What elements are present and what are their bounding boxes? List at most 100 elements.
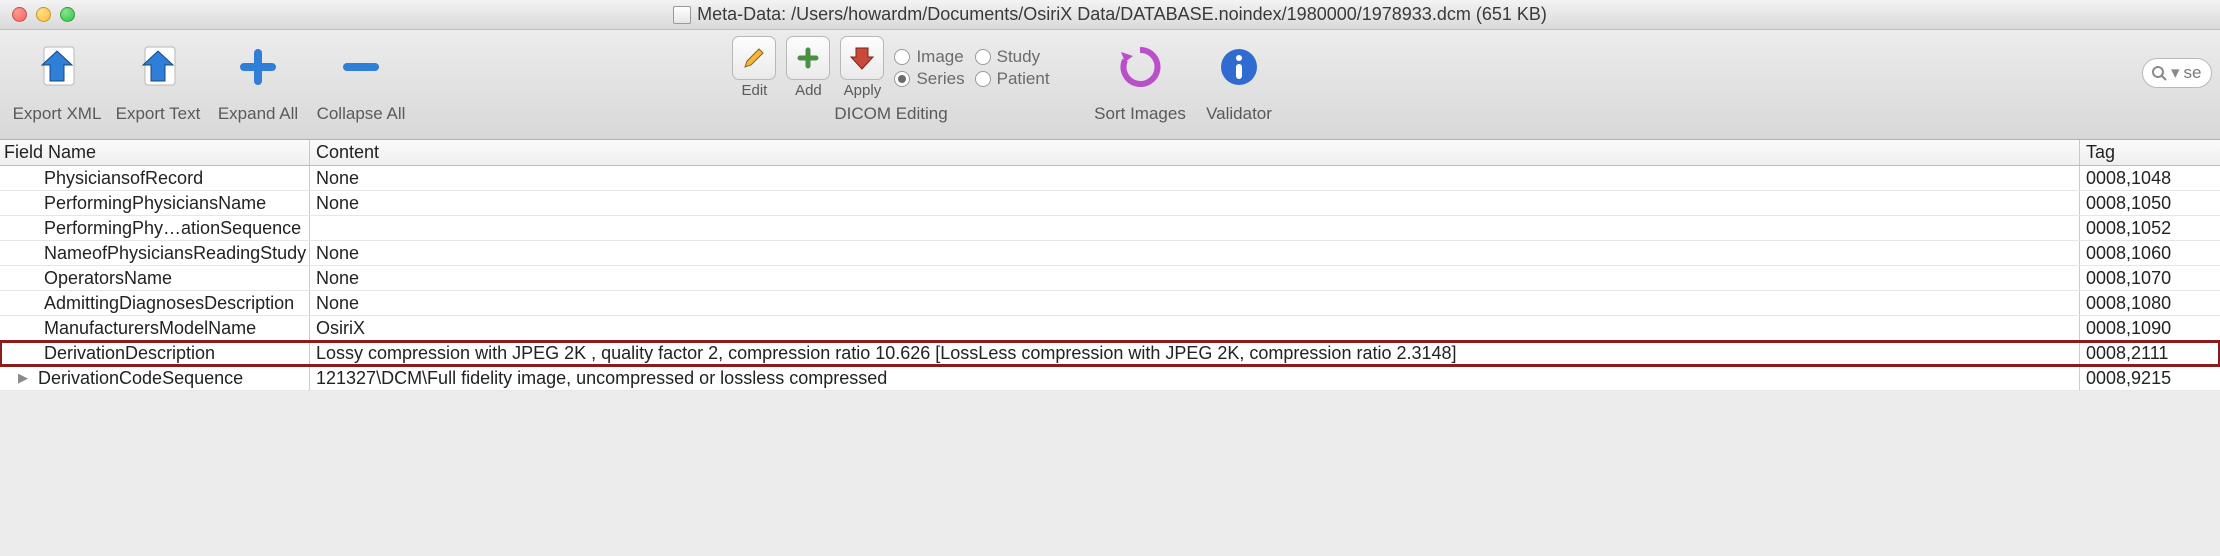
table-row[interactable]: NameofPhysiciansReadingStudyNone0008,106… [0,241,2220,266]
cell-tag: 0008,1060 [2080,241,2220,265]
cell-content: Lossy compression with JPEG 2K , quality… [310,341,2080,365]
fieldname-text: ManufacturersModelName [44,318,256,339]
table-row[interactable]: OperatorsName None0008,1070 [0,266,2220,291]
table-row[interactable]: ManufacturersModelNameOsiriX0008,1090 [0,316,2220,341]
scope-image-radio[interactable]: Image [894,47,964,67]
column-header-fieldname[interactable]: Field Name [0,140,310,165]
export-text-button[interactable] [127,39,189,95]
cell-fieldname: PerformingPhy…ationSequence [0,216,310,240]
validator-label: Validator [1206,104,1272,124]
table-row[interactable]: ▶ DerivationCodeSequence 121327\DCM\Full f… [0,366,2220,391]
table-body: PhysiciansofRecordNone0008,1048Performin… [0,166,2220,391]
dicom-apply-button[interactable] [840,36,884,80]
minimize-window-button[interactable] [36,7,51,22]
toolbar: Export XML Export Text Expand All [0,30,2220,140]
cell-tag: 0008,2111 [2080,341,2220,365]
titlebar: Meta-Data: /Users/howardm/Documents/Osir… [0,0,2220,30]
radio-icon [975,49,991,65]
dicom-editing-group-label: DICOM Editing [706,104,1076,124]
fieldname-text: NameofPhysiciansReadingStudy [44,243,306,264]
disclosure-triangle-icon[interactable]: ▶ [18,370,28,386]
table-row[interactable]: PerformingPhysiciansNameNone0008,1050 [0,191,2220,216]
sort-images-button[interactable] [1109,39,1171,95]
fieldname-text: OperatorsName [44,268,172,289]
dicom-add-label: Add [795,82,822,99]
fieldname-text: PerformingPhysiciansName [44,193,266,214]
dicom-edit-button[interactable] [732,36,776,80]
fieldname-text: AdmittingDiagnosesDescription [44,293,294,314]
cell-content: None [310,266,2080,290]
collapse-all-label: Collapse All [317,104,406,124]
scope-radio-col-2: Study Patient [975,45,1050,89]
scope-patient-label: Patient [997,69,1050,89]
cell-fieldname: NameofPhysiciansReadingStudy [0,241,310,265]
cell-fieldname: ManufacturersModelName [0,316,310,340]
scope-radio-col-1: Image Series [894,45,964,89]
zoom-window-button[interactable] [60,7,75,22]
document-icon [673,6,691,24]
table-row[interactable]: AdmittingDiagnosesDescriptionNone0008,10… [0,291,2220,316]
traffic-lights [0,7,75,22]
pencil-icon [741,45,767,71]
cell-fieldname: PerformingPhysiciansName [0,191,310,215]
search-input[interactable]: ▾ se [2142,58,2212,88]
cell-content: None [310,166,2080,190]
window-title-text: Meta-Data: /Users/howardm/Documents/Osir… [697,4,1547,25]
dicom-add-button[interactable] [786,36,830,80]
collapse-all-button[interactable] [330,39,392,95]
cell-tag: 0008,9215 [2080,366,2220,390]
info-icon [1217,45,1261,89]
document-arrow-up-icon [131,41,185,93]
validator-button[interactable] [1208,39,1270,95]
scope-study-radio[interactable]: Study [975,47,1050,67]
expand-all-label: Expand All [218,104,298,124]
table-row[interactable]: DerivationDescription Lossy compression w… [0,341,2220,366]
cell-fieldname: AdmittingDiagnosesDescription [0,291,310,315]
scope-series-label: Series [916,69,964,89]
radio-icon [894,49,910,65]
metadata-table: Field Name Content Tag PhysiciansofRecor… [0,140,2220,391]
export-xml-label: Export XML [13,104,102,124]
cell-tag: 0008,1048 [2080,166,2220,190]
cell-content: None [310,241,2080,265]
cell-tag: 0008,1090 [2080,316,2220,340]
radio-selected-icon [894,71,910,87]
column-header-tag[interactable]: Tag [2080,140,2220,165]
refresh-icon [1117,44,1163,90]
fieldname-text: DerivationDescription [44,343,215,364]
fieldname-text: DerivationCodeSequence [38,368,243,389]
cell-content [310,216,2080,240]
scope-patient-radio[interactable]: Patient [975,69,1050,89]
plus-small-icon [796,46,820,70]
fieldname-text: PhysiciansofRecord [44,168,203,189]
dicom-apply-label: Apply [844,82,882,99]
document-arrow-up-icon [30,41,84,93]
cell-fieldname: ▶ DerivationCodeSequence [0,366,310,390]
cell-content: 121327\DCM\Full fidelity image, uncompre… [310,366,2080,390]
export-text-label: Export Text [116,104,201,124]
search-placeholder: se [2184,63,2202,83]
cell-fieldname: DerivationDescription [0,341,310,365]
minus-icon [339,45,383,89]
sort-images-label: Sort Images [1094,104,1186,124]
window-title: Meta-Data: /Users/howardm/Documents/Osir… [0,4,2220,25]
table-row[interactable]: PerformingPhy…ationSequence 0008,1052 [0,216,2220,241]
fieldname-text: PerformingPhy…ationSequence [44,218,301,239]
expand-all-button[interactable] [227,39,289,95]
close-window-button[interactable] [12,7,27,22]
cell-tag: 0008,1052 [2080,216,2220,240]
search-icon [2151,65,2167,81]
cell-content: None [310,291,2080,315]
column-header-content[interactable]: Content [310,140,2080,165]
cell-fieldname: OperatorsName [0,266,310,290]
plus-icon [236,45,280,89]
cell-tag: 0008,1050 [2080,191,2220,215]
scope-image-label: Image [916,47,963,67]
export-xml-button[interactable] [26,39,88,95]
table-row[interactable]: PhysiciansofRecord None0008,1048 [0,166,2220,191]
scope-series-radio[interactable]: Series [894,69,964,89]
dicom-edit-label: Edit [742,82,768,99]
cell-tag: 0008,1070 [2080,266,2220,290]
arrow-down-box-icon [849,45,875,71]
table-header: Field Name Content Tag [0,140,2220,166]
